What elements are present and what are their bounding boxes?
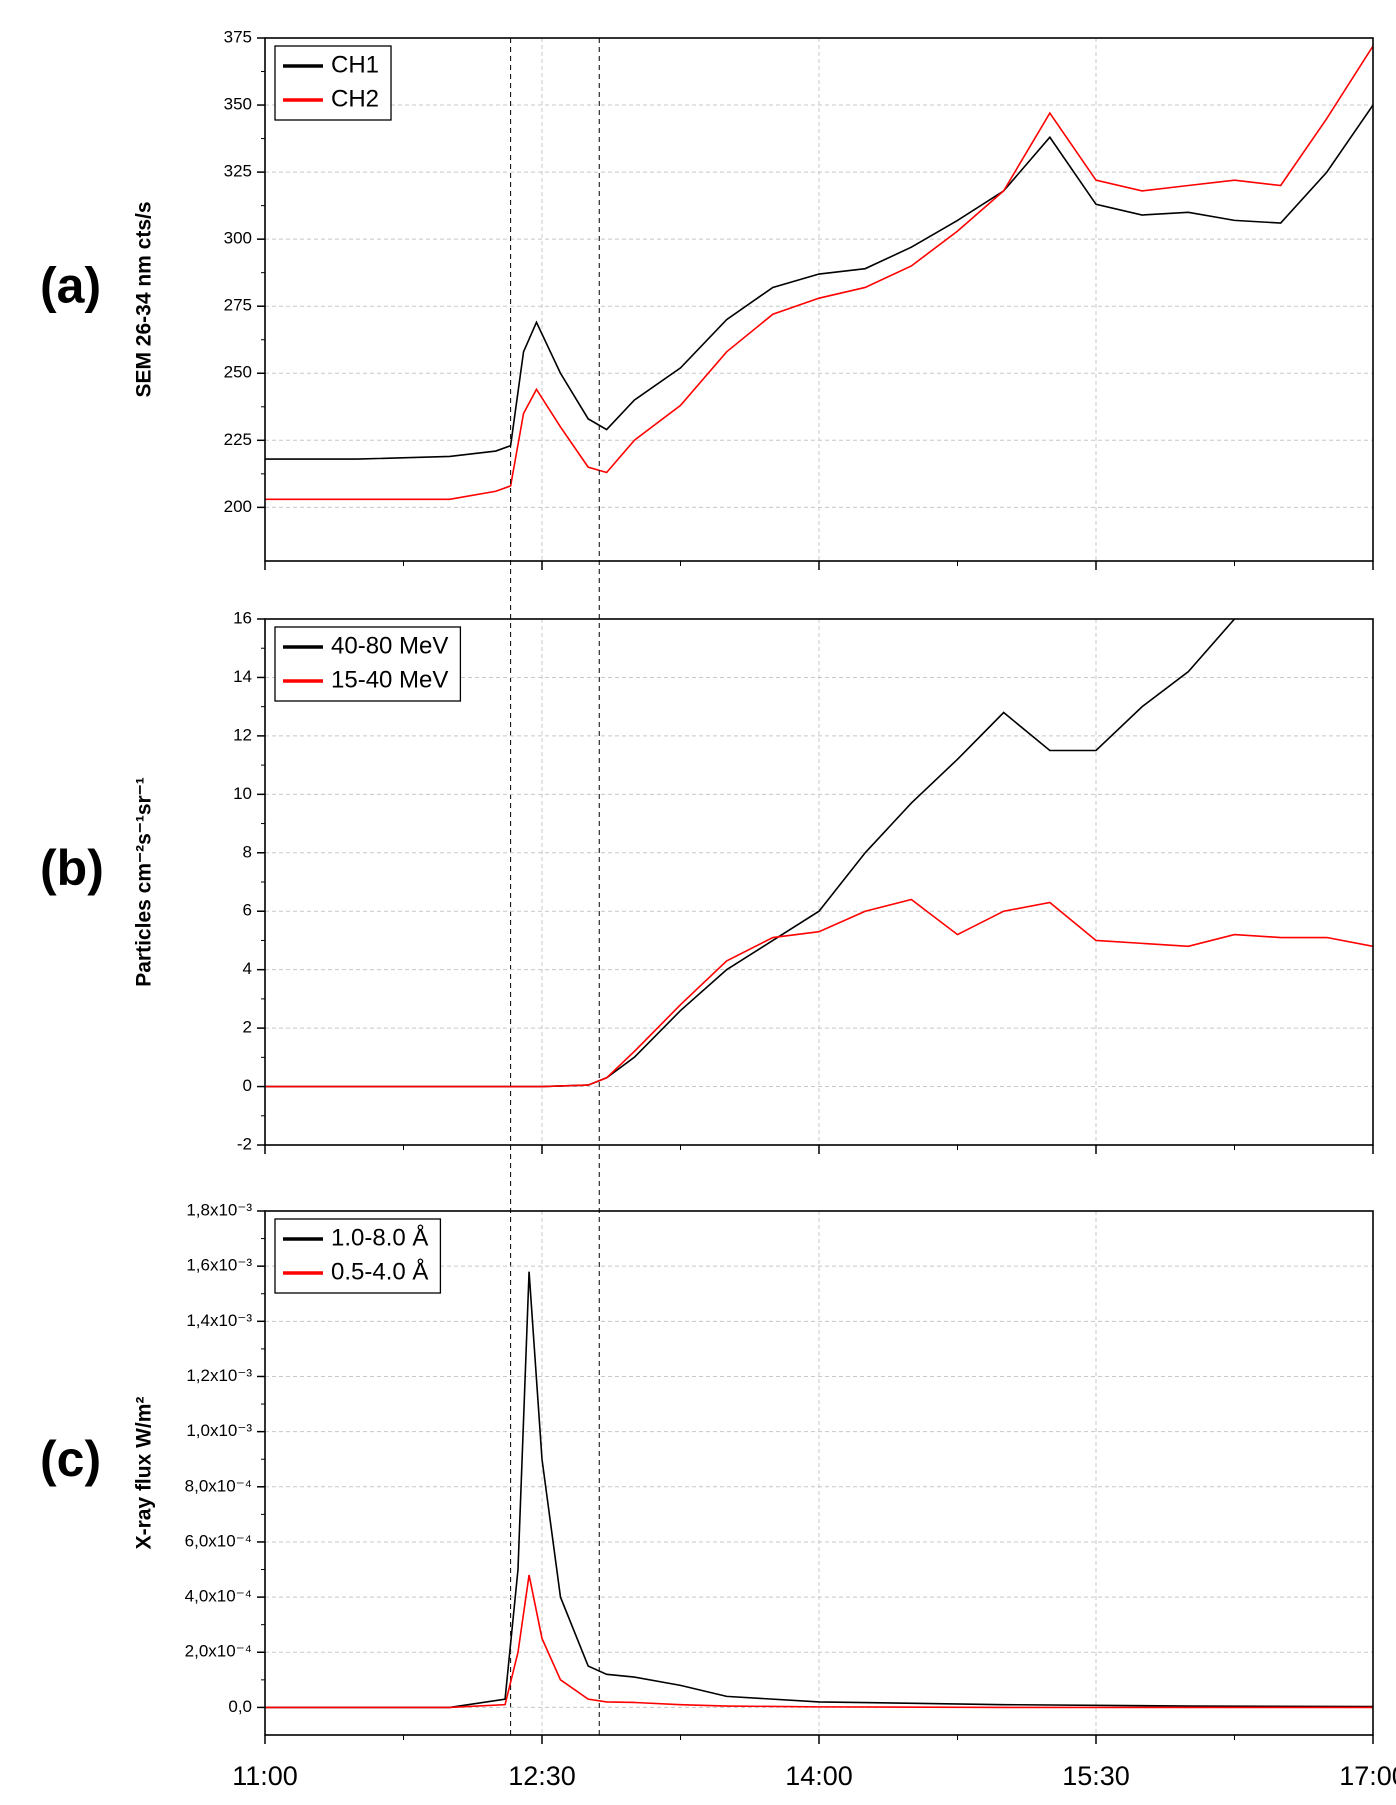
y-tick-label: 375 — [224, 27, 252, 46]
y-tick-label: -2 — [237, 1134, 252, 1153]
legend-box — [274, 1218, 442, 1294]
y-tick-label: 0 — [243, 1076, 252, 1095]
legend-label: 1.0-8.0 Å — [331, 1223, 428, 1251]
data-line — [265, 1271, 1373, 1709]
legend-box — [274, 626, 462, 702]
data-line — [265, 104, 1373, 460]
y-tick-label: 8,0x10⁻⁴ — [185, 1476, 252, 1495]
y-axis-label: Particles cm⁻²s⁻¹sr⁻¹ — [133, 777, 156, 987]
x-tick-label: 11:00 — [232, 1761, 298, 1791]
y-tick-label: 4 — [243, 959, 252, 978]
x-tick-label: 15:30 — [1062, 1761, 1130, 1791]
y-tick-label: 300 — [224, 229, 252, 248]
y-tick-label: 8 — [243, 842, 252, 861]
y-tick-label: 10 — [233, 784, 252, 803]
y-tick-label: 2 — [243, 1018, 252, 1037]
legend-label: 40-80 MeV — [331, 632, 448, 659]
y-tick-label: 2,0x10⁻⁴ — [185, 1642, 252, 1661]
data-line — [265, 898, 1373, 1088]
data-line — [265, 45, 1373, 501]
legend-label: 0.5-4.0 Å — [331, 1257, 428, 1285]
plot-frame — [264, 1210, 1374, 1736]
x-tick-label: 14:00 — [785, 1761, 853, 1791]
y-tick-label: 1,4x10⁻³ — [186, 1311, 252, 1330]
legend-label: CH2 — [331, 85, 379, 112]
y-tick-label: 4,0x10⁻⁴ — [185, 1587, 252, 1606]
y-tick-label: 225 — [224, 430, 252, 449]
y-tick-label: 325 — [224, 162, 252, 181]
y-tick-label: 1,0x10⁻³ — [186, 1421, 252, 1440]
legend-label: CH1 — [331, 51, 379, 78]
y-axis-label: SEM 26-34 nm cts/s — [133, 201, 156, 397]
y-axis-label: X-ray flux W/m² — [133, 1397, 156, 1550]
y-tick-label: 1,6x10⁻³ — [186, 1256, 252, 1275]
y-tick-label: 16 — [233, 608, 252, 627]
legend-label: 15-40 MeV — [331, 666, 448, 693]
data-line — [265, 1574, 1373, 1709]
plot-frame — [264, 618, 1374, 1146]
y-tick-label: 250 — [224, 363, 252, 382]
x-tick-label: 17:00 — [1339, 1761, 1396, 1791]
y-tick-label: 1,2x10⁻³ — [186, 1366, 252, 1385]
y-tick-label: 350 — [224, 95, 252, 114]
y-tick-label: 1,8x10⁻³ — [186, 1200, 252, 1219]
y-tick-label: 6,0x10⁻⁴ — [185, 1531, 252, 1550]
panel: -2 0 2 4 6 8 10 12 14 16 40-80 MeV 15-40 MeV Particl… — [40, 608, 1374, 1154]
y-tick-label: 0,0 — [228, 1697, 252, 1716]
panel-label: (c) — [40, 1431, 101, 1487]
y-tick-label: 200 — [224, 497, 252, 516]
plot-frame — [264, 37, 1374, 562]
y-tick-label: 275 — [224, 296, 252, 315]
panel-label: (a) — [40, 258, 101, 314]
panel: 200 225 250 275 300 325 350 375 CH1 CH2 SEM 26-34 … — [40, 27, 1374, 570]
x-tick-label: 12:30 — [508, 1761, 576, 1791]
y-tick-label: 6 — [243, 901, 252, 920]
panel: 0,0 2,0x10⁻⁴ 4,0x10⁻⁴ 6,0x10⁻⁴ 8,0x10⁻⁴ 1,0x1… — [40, 1200, 1396, 1791]
legend-box — [274, 45, 392, 121]
y-tick-label: 12 — [233, 725, 252, 744]
y-tick-label: 14 — [233, 667, 252, 686]
panel-label: (b) — [40, 840, 104, 896]
